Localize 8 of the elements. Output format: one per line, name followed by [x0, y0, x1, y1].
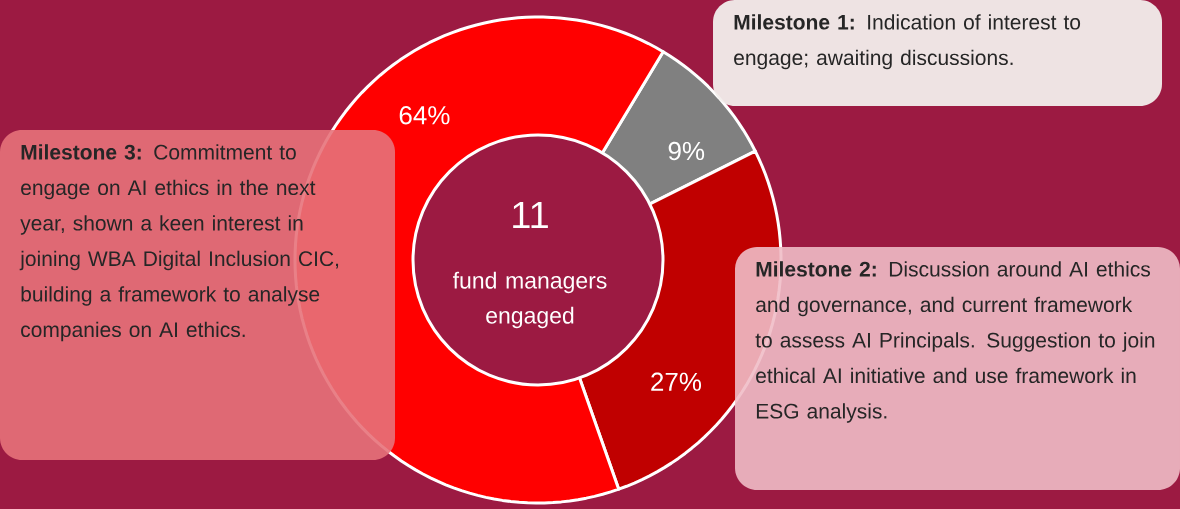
text: 11	[513, 201, 548, 229]
data-label: 64%	[399, 106, 450, 125]
data-label: 9%	[668, 141, 705, 161]
data-label: 27%	[651, 372, 702, 391]
text: Milestone 3: Commitment to engage on AI ethics in the next year, shown a keen interest in joining WBA Digital Inclusion CIC, building a framework to analyse companies on AI ethics.	[19, 144, 339, 342]
text: fund managers engaged	[452, 271, 607, 329]
text: Milestone 1: Indication of interest to engage; awaiting discussions.	[734, 14, 1081, 70]
text: Milestone 2: Discussion around AI ethics and governance, and current framework to assess AI Principals. Suggestion to join ethical AI initiative and use framework in ESG analysis.	[755, 261, 1155, 423]
